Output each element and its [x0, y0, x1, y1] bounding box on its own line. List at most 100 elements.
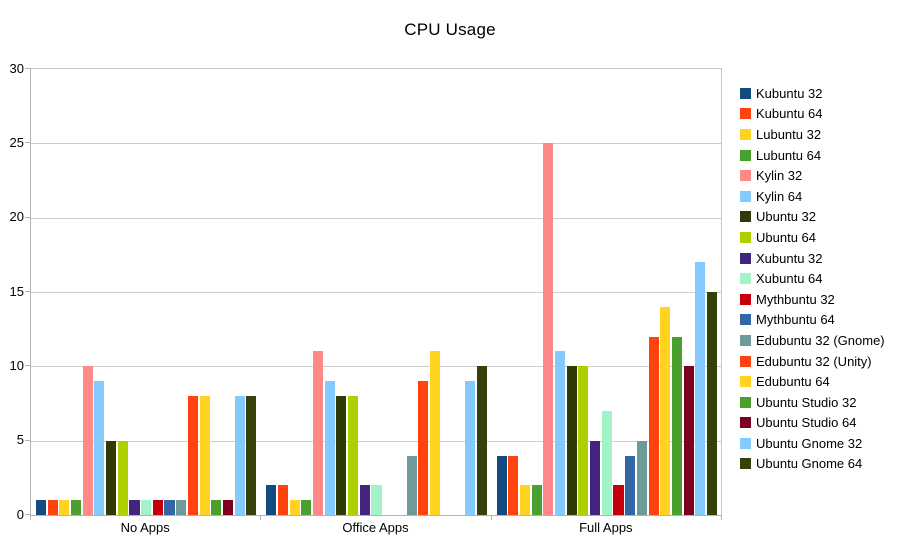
- bar-group-office-apps: [261, 69, 491, 515]
- bar-group-full-apps: [492, 69, 722, 515]
- legend-swatch-kylin-64: [740, 190, 751, 202]
- bar-kubuntu-64-no-apps: [47, 500, 58, 515]
- legend-label-ubuntu-64: Ubuntu 64: [756, 229, 816, 245]
- bar-edubuntu-32-gnome-office-apps: [406, 455, 417, 515]
- legend-label-ubuntu-studio-32: Ubuntu Studio 32: [756, 394, 857, 410]
- bar-kylin-64-full-apps: [555, 351, 566, 515]
- legend-label-ubuntu-32: Ubuntu 32: [756, 209, 816, 225]
- bar-edubuntu-32-gnome-no-apps: [176, 500, 187, 515]
- x-axis-label-office-apps: Office Apps: [342, 520, 409, 535]
- gridline-y-25: [31, 143, 721, 145]
- gridline-y-10: [31, 366, 721, 368]
- y-axis-label-0: 0: [16, 506, 24, 522]
- bar-kubuntu-64-office-apps: [277, 485, 289, 515]
- bar-kylin-64-office-apps: [324, 381, 335, 515]
- bar-ubuntu-gnome-64-office-apps: [476, 366, 487, 515]
- gridline-y-5: [31, 440, 721, 442]
- legend-swatch-ubuntu-64: [740, 231, 751, 243]
- bar-mythbuntu-64-full-apps: [625, 455, 636, 515]
- bar-kubuntu-32-full-apps: [496, 455, 507, 515]
- legend-swatch-edubuntu-64: [740, 376, 751, 388]
- bar-ubuntu-gnome-64-no-apps: [246, 396, 257, 515]
- legend-swatch-kubuntu-32: [740, 87, 751, 99]
- bar-ubuntu-32-office-apps: [336, 396, 347, 515]
- plot-area: [30, 68, 722, 516]
- bar-kylin-32-full-apps: [543, 143, 554, 515]
- legend-label-mythbuntu-32: Mythbuntu 32: [756, 291, 835, 307]
- bar-xubuntu-64-office-apps: [371, 485, 382, 515]
- legend-label-mythbuntu-64: Mythbuntu 64: [756, 312, 835, 328]
- bar-ubuntu-gnome-64-full-apps: [706, 292, 718, 515]
- legend-item-kubuntu-64: Kubuntu 64: [740, 104, 898, 125]
- y-axis-tick-5: [25, 439, 30, 441]
- x-axis-label-full-apps: Full Apps: [579, 520, 633, 535]
- legend-label-ubuntu-gnome-64: Ubuntu Gnome 64: [756, 456, 863, 472]
- x-axis-tick-1: [260, 515, 262, 520]
- bar-mythbuntu-32-full-apps: [613, 485, 624, 515]
- bar-edubuntu-64-full-apps: [660, 306, 671, 515]
- x-axis-tick-2: [490, 515, 492, 520]
- bar-ubuntu-64-no-apps: [117, 440, 128, 515]
- legend-item-edubuntu-32-unity: Edubuntu 32 (Unity): [740, 351, 898, 372]
- bar-xubuntu-32-no-apps: [129, 500, 140, 515]
- legend-item-lubuntu-64: Lubuntu 64: [740, 145, 898, 166]
- bar-ubuntu-studio-64-no-apps: [222, 500, 234, 515]
- y-axis-label-5: 5: [16, 432, 24, 448]
- bar-ubuntu-gnome-32-office-apps: [464, 381, 476, 515]
- legend-swatch-ubuntu-gnome-32: [740, 437, 751, 449]
- bar-lubuntu-32-full-apps: [519, 485, 531, 515]
- y-axis-label-30: 30: [9, 60, 24, 76]
- legend-item-xubuntu-64: Xubuntu 64: [740, 268, 898, 289]
- gridline-y-15: [31, 292, 721, 293]
- legend-label-kubuntu-64: Kubuntu 64: [756, 106, 823, 122]
- legend-label-edubuntu-32-gnome: Edubuntu 32 (Gnome): [756, 332, 885, 348]
- legend-item-ubuntu-gnome-64: Ubuntu Gnome 64: [740, 454, 898, 475]
- legend-item-ubuntu-64: Ubuntu 64: [740, 227, 898, 248]
- bar-kubuntu-32-no-apps: [35, 500, 47, 515]
- legend-label-lubuntu-32: Lubuntu 32: [756, 126, 822, 142]
- legend-swatch-kylin-32: [740, 170, 751, 182]
- legend-item-lubuntu-32: Lubuntu 32: [740, 124, 898, 145]
- bar-kylin-32-office-apps: [313, 351, 324, 515]
- bar-edubuntu-32-gnome-full-apps: [636, 440, 647, 515]
- legend-label-xubuntu-64: Xubuntu 64: [756, 271, 823, 287]
- bar-edubuntu-64-no-apps: [199, 396, 210, 515]
- legend: Kubuntu 32 Kubuntu 64 Lubuntu 32 Lubuntu 64…: [740, 83, 898, 474]
- y-axis-label-25: 25: [9, 134, 24, 150]
- bar-ubuntu-studio-32-no-apps: [211, 500, 222, 515]
- legend-swatch-mythbuntu-32: [740, 293, 751, 305]
- legend-swatch-xubuntu-64: [740, 273, 751, 285]
- bar-kylin-32-no-apps: [82, 366, 93, 515]
- legend-item-ubuntu-studio-64: Ubuntu Studio 64: [740, 413, 898, 434]
- bar-kylin-64-no-apps: [94, 381, 105, 515]
- bar-edubuntu-32-unity-office-apps: [418, 381, 429, 515]
- legend-swatch-ubuntu-32: [740, 211, 751, 223]
- bar-kubuntu-64-full-apps: [508, 455, 519, 515]
- bar-edubuntu-32-unity-full-apps: [648, 336, 659, 515]
- bar-lubuntu-64-full-apps: [531, 485, 542, 515]
- bar-lubuntu-32-no-apps: [59, 500, 70, 515]
- bar-mythbuntu-64-no-apps: [164, 500, 175, 515]
- legend-swatch-edubuntu-32-unity: [740, 355, 751, 367]
- y-axis-label-15: 15: [9, 283, 24, 299]
- bar-ubuntu-gnome-32-no-apps: [234, 396, 245, 515]
- legend-item-ubuntu-32: Ubuntu 32: [740, 207, 898, 228]
- x-axis-label-no-apps: No Apps: [120, 520, 170, 535]
- legend-label-kubuntu-32: Kubuntu 32: [756, 85, 823, 101]
- bar-ubuntu-studio-32-full-apps: [671, 336, 682, 515]
- legend-swatch-lubuntu-64: [740, 149, 751, 161]
- y-axis-tick-10: [25, 365, 30, 367]
- legend-swatch-mythbuntu-64: [740, 314, 751, 326]
- x-axis-tick-3: [721, 515, 722, 520]
- y-axis-tick-0: [25, 514, 30, 515]
- bar-xubuntu-64-full-apps: [601, 410, 612, 515]
- y-axis-tick-25: [25, 142, 30, 144]
- bar-edubuntu-32-unity-no-apps: [187, 396, 198, 515]
- bar-mythbuntu-32-no-apps: [152, 500, 163, 515]
- legend-swatch-edubuntu-32-gnome: [740, 334, 751, 346]
- legend-item-kylin-32: Kylin 32: [740, 165, 898, 186]
- legend-label-lubuntu-64: Lubuntu 64: [756, 147, 822, 163]
- bar-xubuntu-32-full-apps: [590, 440, 601, 515]
- legend-swatch-lubuntu-32: [740, 128, 751, 140]
